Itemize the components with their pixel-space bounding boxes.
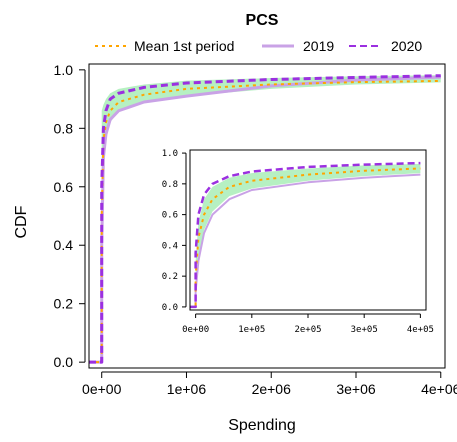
inset-y-tick-label-0: 0.0: [162, 303, 178, 313]
inset-x-tick-label-0: 0e+00: [182, 325, 209, 335]
main-frame: [88, 63, 446, 369]
chart-title: PCS: [246, 12, 279, 29]
main-y-tick-label-5: 1.0: [54, 62, 74, 78]
legend-label-1: 2019: [303, 38, 334, 54]
inset-y-tick-label-5: 1.0: [162, 149, 178, 159]
y-axis-label: CDF: [13, 205, 30, 238]
legend-label-2: 2020: [391, 38, 422, 54]
main-x-tick-label-1: 1e+06: [167, 381, 207, 397]
inset-frame: [189, 149, 427, 311]
inset-x-tick-label-1: 1e+05: [238, 325, 265, 335]
x-axis-label: Spending: [228, 417, 296, 434]
main-x-tick-label-0: 0e+00: [82, 381, 122, 397]
inset-y-tick-label-1: 0.2: [162, 272, 178, 282]
main-series-2020: [89, 74, 441, 364]
inset-x-tick-label-3: 3e+05: [351, 325, 378, 335]
legend: Mean 1st period 2019 2020: [95, 38, 422, 54]
inset-panel: 0e+00 1e+05 2e+05 3e+05 4e+05 0.0 0.2 0.4 0.6 0.8…: [162, 149, 434, 335]
main-y-tick-label-4: 0.8: [54, 120, 74, 136]
inset-series-2020: [190, 161, 421, 309]
inset-y-tick-label-2: 0.4: [162, 241, 178, 251]
main-y-tick-label-3: 0.6: [54, 179, 74, 195]
legend-label-0: Mean 1st period: [134, 38, 234, 54]
main-panel: 0e+00 1e+06 2e+06 3e+06 4e+06 0.0 0.2 0.4 0.6 0.8…: [54, 62, 457, 397]
inset-x-tick-label-2: 2e+05: [294, 325, 321, 335]
main-y-tick-label-0: 0.0: [54, 354, 74, 370]
main-y-tick-label-1: 0.2: [54, 296, 74, 312]
main-x-tick-label-4: 4e+06: [421, 381, 457, 397]
inset-y-tick-label-3: 0.6: [162, 211, 178, 221]
inset-x-tick-label-4: 4e+05: [407, 325, 434, 335]
main-x-tick-label-2: 2e+06: [252, 381, 292, 397]
inset-y-tick-label-4: 0.8: [162, 180, 178, 190]
main-x-tick-label-3: 3e+06: [336, 381, 376, 397]
main-y-tick-label-2: 0.4: [54, 237, 74, 253]
